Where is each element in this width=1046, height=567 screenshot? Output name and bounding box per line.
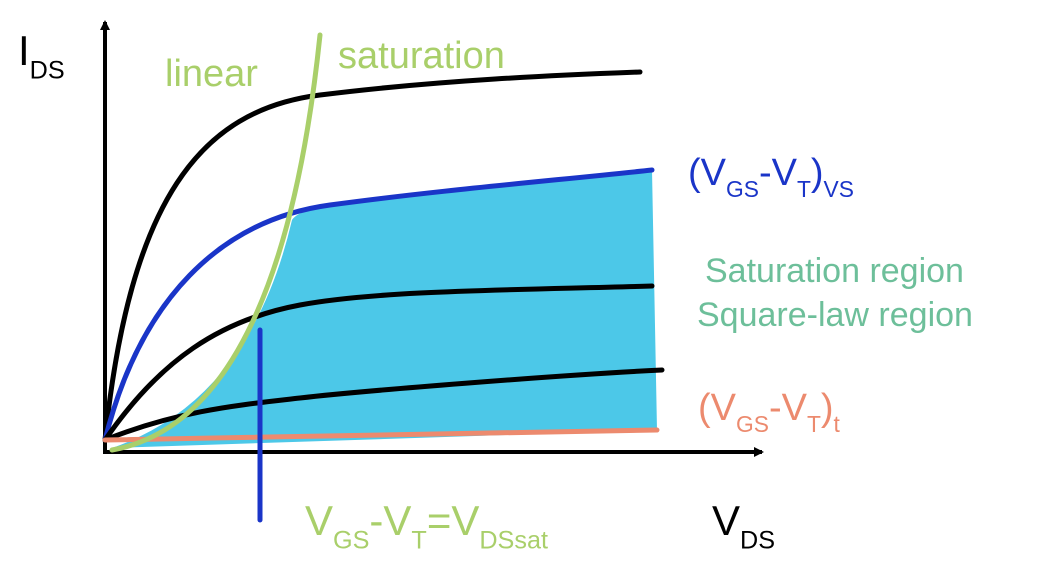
text-part: ) [811, 152, 824, 194]
subscript: DSsat [479, 526, 548, 554]
text-part: V [305, 497, 333, 544]
subscript: T [797, 176, 811, 202]
subscript: GS [726, 176, 759, 202]
subscript: DS [30, 56, 65, 84]
subscript: T [411, 526, 426, 554]
x-axis-label: VDS [712, 497, 775, 554]
curve-top [102, 69, 643, 443]
y-axis-label: IDS [18, 27, 65, 84]
subscript: t [834, 411, 841, 437]
subscript: GS [333, 526, 369, 554]
curve-mid [102, 283, 655, 443]
vs-curve-label: (VGS-VT)VS [688, 152, 854, 202]
boundary-label: VGS-VT=VDSsat [305, 497, 548, 554]
region-note: Saturation region [705, 252, 964, 290]
text-part: -V [759, 152, 798, 194]
region-note: Square-law region [697, 296, 973, 334]
text-part: I [18, 27, 30, 74]
text-part: -V [769, 387, 808, 429]
text-part: ) [821, 387, 834, 429]
text-part: =V [427, 497, 480, 544]
subscript: DS [740, 526, 775, 554]
t-curve-label: (VGS-VT)t [698, 387, 841, 437]
subscript: T [807, 411, 821, 437]
subscript: GS [736, 411, 769, 437]
saturation-boundary [109, 32, 323, 453]
text-part: V [712, 497, 740, 544]
curve-t [102, 427, 660, 443]
linear-label: linear [165, 53, 258, 95]
saturation-label: saturation [338, 35, 505, 77]
subscript: VS [824, 176, 854, 202]
text-part: -V [369, 497, 411, 544]
text-part: (V [688, 152, 727, 194]
curve-vs [102, 167, 655, 443]
text-part: (V [698, 387, 737, 429]
